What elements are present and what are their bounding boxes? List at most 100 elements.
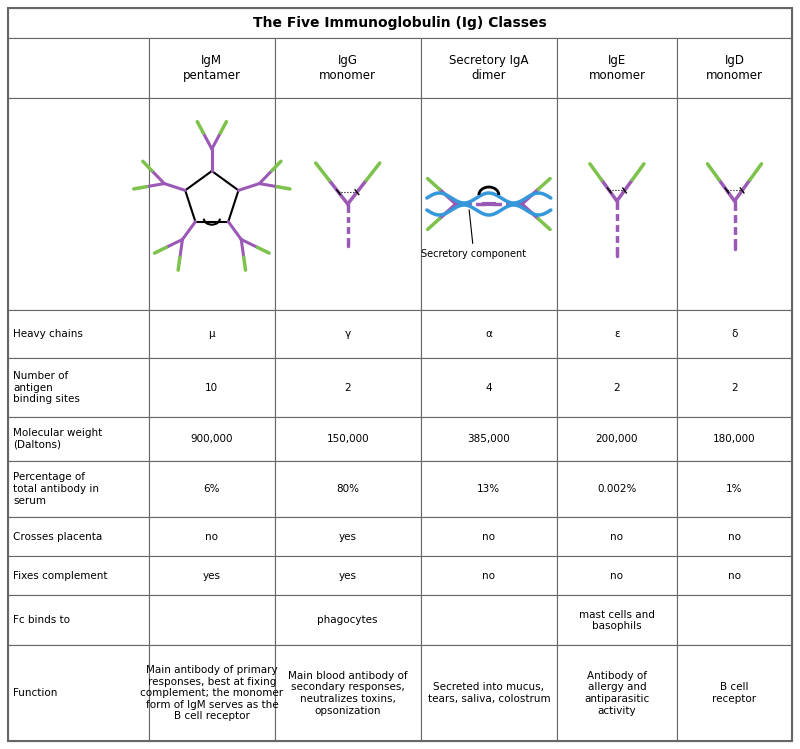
Bar xyxy=(274,38,421,98)
Text: IgG
monomer: IgG monomer xyxy=(319,54,376,82)
Text: The Five Immunoglobulin (Ig) Classes: The Five Immunoglobulin (Ig) Classes xyxy=(253,16,547,30)
Text: yes: yes xyxy=(338,532,357,542)
Bar xyxy=(677,358,792,417)
Bar xyxy=(557,557,677,595)
Text: no: no xyxy=(610,532,623,542)
Bar xyxy=(421,461,557,518)
Text: Molecular weight
(Daltons): Molecular weight (Daltons) xyxy=(13,428,102,450)
Text: no: no xyxy=(728,571,741,581)
Bar xyxy=(149,518,274,557)
Bar xyxy=(677,646,792,741)
Bar xyxy=(557,518,677,557)
Text: Secreted into mucus,
tears, saliva, colostrum: Secreted into mucus, tears, saliva, colo… xyxy=(427,682,550,704)
Bar xyxy=(557,310,677,358)
Bar xyxy=(149,358,274,417)
Bar xyxy=(8,461,149,518)
Bar xyxy=(421,310,557,358)
Bar xyxy=(421,358,557,417)
Bar xyxy=(557,417,677,461)
Bar xyxy=(557,38,677,98)
Text: Main blood antibody of
secondary responses,
neutralizes toxins,
opsonization: Main blood antibody of secondary respons… xyxy=(288,671,407,715)
Text: 2: 2 xyxy=(731,383,738,392)
Bar xyxy=(421,98,557,310)
Bar xyxy=(274,358,421,417)
Text: α: α xyxy=(486,329,492,339)
Bar xyxy=(8,98,149,310)
Text: IgM
pentamer: IgM pentamer xyxy=(183,54,241,82)
Text: no: no xyxy=(728,532,741,542)
Bar xyxy=(8,595,149,646)
Bar xyxy=(677,38,792,98)
Bar xyxy=(8,518,149,557)
Text: 2: 2 xyxy=(345,383,351,392)
Text: phagocytes: phagocytes xyxy=(318,616,378,625)
Bar xyxy=(274,417,421,461)
Bar xyxy=(677,595,792,646)
Text: δ: δ xyxy=(731,329,738,339)
Bar xyxy=(149,595,274,646)
Bar xyxy=(8,8,792,38)
Text: 13%: 13% xyxy=(478,484,501,494)
Text: 900,000: 900,000 xyxy=(190,434,233,444)
Text: 150,000: 150,000 xyxy=(326,434,369,444)
Text: Fixes complement: Fixes complement xyxy=(13,571,107,581)
Text: no: no xyxy=(206,532,218,542)
Bar xyxy=(274,646,421,741)
Bar xyxy=(421,646,557,741)
Bar xyxy=(8,38,149,98)
Bar xyxy=(8,417,149,461)
Bar xyxy=(557,98,677,310)
Text: 4: 4 xyxy=(486,383,492,392)
Text: 385,000: 385,000 xyxy=(467,434,510,444)
Bar xyxy=(421,557,557,595)
Text: Function: Function xyxy=(13,688,58,698)
Bar xyxy=(557,646,677,741)
Text: 180,000: 180,000 xyxy=(713,434,756,444)
Text: Heavy chains: Heavy chains xyxy=(13,329,83,339)
Text: IgD
monomer: IgD monomer xyxy=(706,54,763,82)
Bar xyxy=(557,358,677,417)
Bar xyxy=(274,595,421,646)
Bar xyxy=(677,557,792,595)
Text: mast cells and
basophils: mast cells and basophils xyxy=(579,610,655,631)
Bar xyxy=(274,98,421,310)
Bar xyxy=(557,461,677,518)
Bar xyxy=(274,310,421,358)
Bar xyxy=(274,557,421,595)
Text: 1%: 1% xyxy=(726,484,742,494)
Text: Antibody of
allergy and
antiparasitic
activity: Antibody of allergy and antiparasitic ac… xyxy=(584,671,650,715)
Text: 200,000: 200,000 xyxy=(596,434,638,444)
Bar xyxy=(149,38,274,98)
Bar xyxy=(677,310,792,358)
Bar xyxy=(8,646,149,741)
Text: 80%: 80% xyxy=(336,484,359,494)
Text: no: no xyxy=(482,571,495,581)
Text: Main antibody of primary
responses, best at fixing
complement; the monomer
form : Main antibody of primary responses, best… xyxy=(140,665,283,721)
Text: yes: yes xyxy=(338,571,357,581)
Bar xyxy=(421,518,557,557)
Bar xyxy=(8,310,149,358)
Text: 10: 10 xyxy=(206,383,218,392)
Bar xyxy=(149,461,274,518)
Text: Fc binds to: Fc binds to xyxy=(13,616,70,625)
Text: Percentage of
total antibody in
serum: Percentage of total antibody in serum xyxy=(13,473,99,506)
Text: no: no xyxy=(482,532,495,542)
Text: ε: ε xyxy=(614,329,620,339)
Bar xyxy=(677,417,792,461)
Bar xyxy=(677,461,792,518)
Bar xyxy=(149,417,274,461)
Text: Secretory component: Secretory component xyxy=(422,210,526,259)
Text: Crosses placenta: Crosses placenta xyxy=(13,532,102,542)
Text: 6%: 6% xyxy=(203,484,220,494)
Text: Number of
antigen
binding sites: Number of antigen binding sites xyxy=(13,371,80,404)
Bar xyxy=(677,518,792,557)
Text: γ: γ xyxy=(345,329,351,339)
Text: no: no xyxy=(610,571,623,581)
Bar xyxy=(149,646,274,741)
Bar xyxy=(557,595,677,646)
Text: Secretory IgA
dimer: Secretory IgA dimer xyxy=(449,54,529,82)
Bar xyxy=(149,98,274,310)
Text: 0.002%: 0.002% xyxy=(598,484,637,494)
Bar xyxy=(149,557,274,595)
Bar xyxy=(677,98,792,310)
